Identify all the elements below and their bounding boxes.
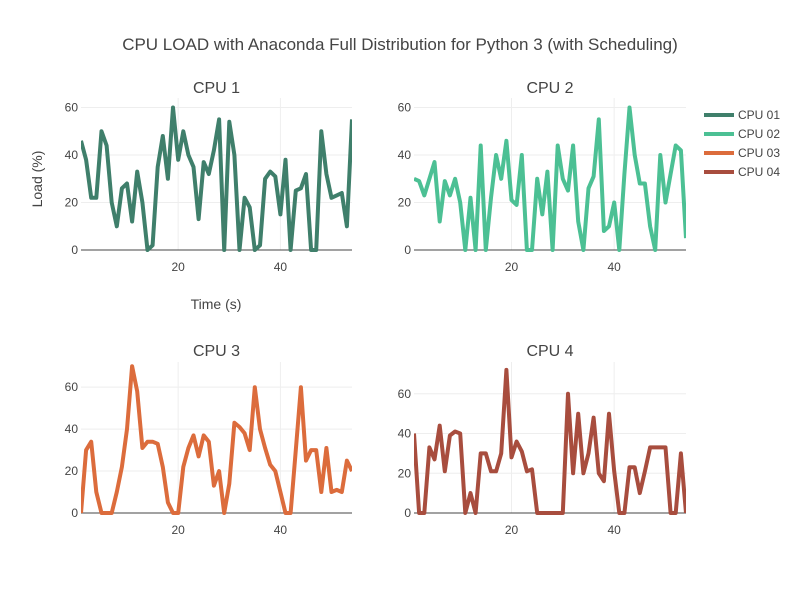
- legend-label: CPU 02: [738, 127, 780, 141]
- x-tick-label: 40: [274, 260, 288, 274]
- subplot-title: CPU 2: [526, 80, 573, 97]
- series-line-cpu-4: [414, 367, 686, 515]
- y-tick-label: 40: [398, 148, 412, 162]
- subplot-title: CPU 1: [193, 80, 240, 97]
- y-tick-label: 0: [71, 506, 78, 520]
- subplot-1: CPU 1 0 20 40 60 20 40: [65, 80, 352, 274]
- series-line-cpu-2: [414, 105, 686, 252]
- legend[interactable]: CPU 01 CPU 02 CPU 03 CPU 04: [704, 108, 780, 179]
- subplot-title: CPU 3: [193, 343, 240, 360]
- x-tick-label: 20: [505, 523, 519, 537]
- y-tick-label: 40: [65, 148, 79, 162]
- x-tick-label: 20: [171, 523, 185, 537]
- y-tick-label: 60: [398, 387, 412, 401]
- y-tick-label: 20: [398, 196, 412, 210]
- legend-item[interactable]: CPU 04: [704, 165, 780, 179]
- y-tick-label: 20: [65, 196, 79, 210]
- y-tick-label: 0: [71, 243, 78, 257]
- x-tick-label: 40: [607, 260, 621, 274]
- y-tick-label: 40: [398, 427, 412, 441]
- legend-item[interactable]: CPU 03: [704, 146, 780, 160]
- series-line-cpu-3: [81, 364, 352, 515]
- chart-title: CPU LOAD with Anaconda Full Distribution…: [122, 35, 678, 54]
- legend-item[interactable]: CPU 02: [704, 127, 780, 141]
- x-axis-label: Time (s): [191, 296, 242, 312]
- x-tick-label: 20: [505, 260, 519, 274]
- legend-label: CPU 04: [738, 165, 780, 179]
- y-tick-label: 0: [404, 243, 411, 257]
- legend-label: CPU 03: [738, 146, 780, 160]
- legend-item[interactable]: CPU 01: [704, 108, 780, 122]
- subplot-title: CPU 4: [526, 343, 573, 360]
- y-axis-label: Load (%): [29, 151, 45, 208]
- series-line-cpu-1: [81, 105, 352, 252]
- x-tick-label: 20: [171, 260, 185, 274]
- y-tick-label: 60: [65, 380, 79, 394]
- subplot-2: CPU 2 0 20 40 60 20 40: [398, 80, 686, 274]
- subplot-4: CPU 4 0 20 40 60 20 40: [398, 343, 686, 537]
- y-tick-label: 60: [398, 101, 412, 115]
- y-tick-label: 20: [398, 466, 412, 480]
- y-tick-label: 0: [404, 506, 411, 520]
- y-tick-label: 60: [65, 101, 79, 115]
- legend-label: CPU 01: [738, 108, 780, 122]
- x-tick-label: 40: [274, 523, 288, 537]
- x-tick-label: 40: [607, 523, 621, 537]
- y-tick-label: 20: [65, 464, 79, 478]
- subplot-3: CPU 3 0 20 40 60 20 40: [65, 343, 352, 537]
- y-tick-label: 40: [65, 422, 79, 436]
- subplots: CPU 1 0 20 40 60 20 40 CPU 2 0 20 40 60 20 40 CPU 3 0 20…: [65, 80, 686, 537]
